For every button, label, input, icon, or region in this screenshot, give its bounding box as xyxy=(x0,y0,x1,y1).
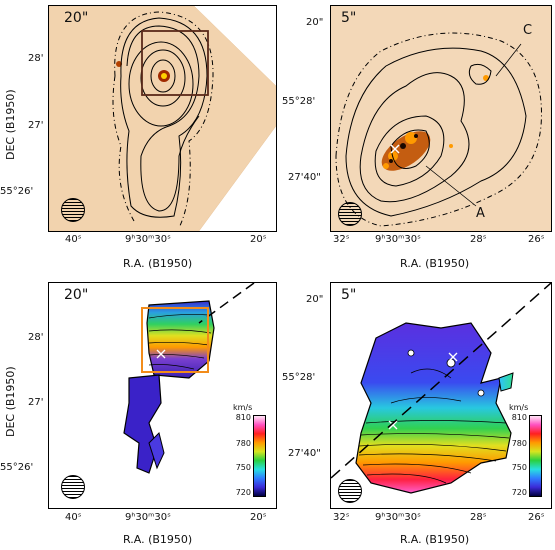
optical-image-co-contours xyxy=(331,6,551,231)
colorbar: km/s 810 780 750 720 xyxy=(509,403,551,503)
beam-icon xyxy=(61,475,85,499)
ytick: 27'40" xyxy=(288,448,321,459)
beam-icon xyxy=(338,479,362,503)
ytick: 28' xyxy=(28,332,44,343)
colorbar-tick: 720 xyxy=(235,488,251,497)
colorbar-tick: 810 xyxy=(511,413,527,422)
colorbar-unit: km/s xyxy=(233,403,253,412)
xtick: 26ˢ xyxy=(528,234,545,245)
velocity-field-map xyxy=(331,283,551,494)
y-axis-label: DEC (B1950) xyxy=(4,89,17,160)
panel-bottom-right-velocity: 5" km/s 810 780 750 720 xyxy=(330,282,552,509)
colorbar-unit: km/s xyxy=(509,403,529,412)
xtick: 32ˢ xyxy=(333,512,350,523)
region-label-a: A xyxy=(476,206,485,221)
ytick: 27' xyxy=(28,120,44,131)
colorbar: km/s 810 780 750 720 xyxy=(233,403,275,503)
ytick: 55°28' xyxy=(282,96,316,107)
scale-label: 5" xyxy=(341,10,357,26)
ytick: 28' xyxy=(28,53,44,64)
ytick: 20" xyxy=(306,294,324,305)
optical-image-co-contours xyxy=(49,6,276,231)
xtick: 28ˢ xyxy=(470,512,487,523)
xtick: 9ʰ30ᵐ30ˢ xyxy=(125,512,171,523)
xtick: 40ˢ xyxy=(65,512,82,523)
scale-label: 5" xyxy=(341,287,357,303)
beam-icon xyxy=(338,202,362,226)
ytick: 55°28' xyxy=(282,372,316,383)
ytick: 27' xyxy=(28,397,44,408)
panel-top-left-optical: 20" xyxy=(48,5,277,232)
x-axis-label: R.A. (B1950) xyxy=(123,257,193,270)
xtick: 32ˢ xyxy=(333,234,350,245)
panel-top-right-optical: 5" A C xyxy=(330,5,552,232)
region-label-c: C xyxy=(523,23,533,38)
scale-label: 20" xyxy=(64,287,89,303)
ytick: 55°26' xyxy=(0,462,34,473)
x-axis-label: R.A. (B1950) xyxy=(123,533,193,546)
xtick: 9ʰ30ᵐ30ˢ xyxy=(375,234,421,245)
ytick: 27'40" xyxy=(288,172,321,183)
ytick: 55°26' xyxy=(0,186,34,197)
y-axis-label: DEC (B1950) xyxy=(4,366,17,437)
ytick: 20" xyxy=(306,17,324,28)
panel-bottom-left-velocity: 20" km/s 810 780 750 720 xyxy=(48,282,277,509)
velocity-field-map xyxy=(123,283,255,474)
scale-label: 20" xyxy=(64,10,89,26)
xtick: 9ʰ30ᵐ30ˢ xyxy=(375,512,421,523)
beam-icon xyxy=(61,198,85,222)
x-axis-label: R.A. (B1950) xyxy=(400,533,470,546)
colorbar-tick: 780 xyxy=(235,439,251,448)
colorbar-tick: 780 xyxy=(511,439,527,448)
colorbar-tick: 750 xyxy=(235,463,251,472)
xtick: 9ʰ30ᵐ30ˢ xyxy=(125,234,171,245)
colorbar-tick: 750 xyxy=(511,463,527,472)
colorbar-tick: 720 xyxy=(511,488,527,497)
xtick: 28ˢ xyxy=(470,234,487,245)
xtick: 20ˢ xyxy=(250,512,267,523)
colorbar-tick: 810 xyxy=(235,413,251,422)
xtick: 20ˢ xyxy=(250,234,267,245)
xtick: 26ˢ xyxy=(528,512,545,523)
xtick: 40ˢ xyxy=(65,234,82,245)
x-axis-label: R.A. (B1950) xyxy=(400,257,470,270)
